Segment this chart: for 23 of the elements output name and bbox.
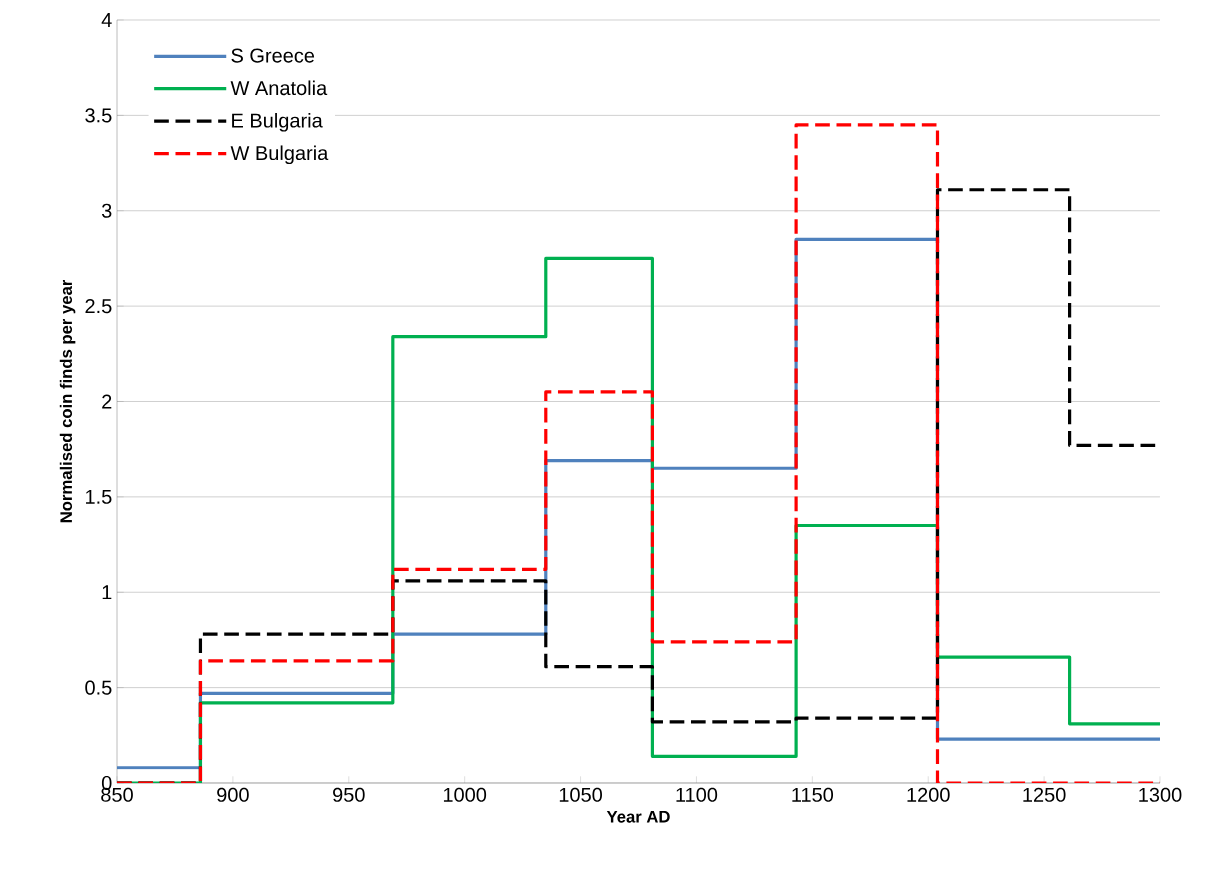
y-tick-label: 2 <box>102 394 112 409</box>
y-tick-label: 0.5 <box>85 680 112 695</box>
legend-label: W Anatolia <box>230 80 328 96</box>
x-tick-label: 900 <box>217 787 249 802</box>
x-tick-label: 1150 <box>792 787 834 802</box>
legend-label: W Bulgaria <box>230 145 329 165</box>
y-axis-title: Normalised coin finds per year <box>59 279 76 523</box>
x-tick-label: 1300 <box>1139 787 1182 802</box>
x-tick-label: 950 <box>333 787 365 802</box>
legend-label: S Greece <box>231 48 315 63</box>
x-tick-label: 1100 <box>676 787 718 802</box>
x-axis-title: Year AD <box>606 811 670 823</box>
x-tick-label: 1050 <box>559 787 602 802</box>
y-tick-label: 4 <box>101 13 112 27</box>
y-tick-label: 3 <box>101 203 112 218</box>
x-tick-label: 1250 <box>1023 787 1066 802</box>
legend-label: E Bulgaria <box>232 112 323 132</box>
y-tick-label: 1.5 <box>86 489 112 504</box>
y-tick-label: 1 <box>102 585 112 600</box>
x-tick-label: 1000 <box>443 787 487 802</box>
x-tick-label: 1200 <box>907 787 950 802</box>
y-tick-label: 3.5 <box>85 108 112 123</box>
y-tick-label: 2.5 <box>85 299 112 314</box>
